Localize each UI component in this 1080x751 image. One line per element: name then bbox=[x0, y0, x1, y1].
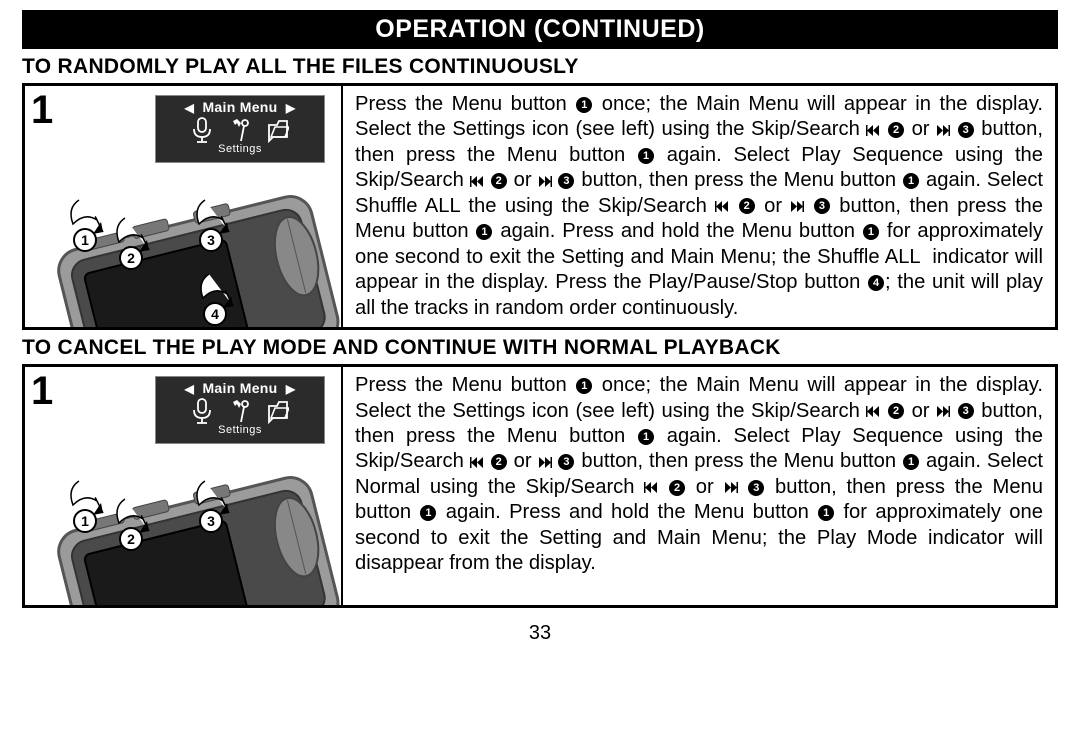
ref-1-icon: 1 bbox=[576, 97, 592, 113]
forward-icon bbox=[936, 405, 950, 418]
ref-2-icon: 2 bbox=[669, 480, 685, 496]
ref-3-icon: 3 bbox=[558, 454, 574, 470]
figure-column: 1 ◀ Main Menu ▶ Settings bbox=[25, 86, 343, 327]
tools-icon bbox=[229, 117, 251, 143]
ref-1-icon: 1 bbox=[638, 429, 654, 445]
ref-2-icon: 2 bbox=[491, 454, 507, 470]
rewind-icon bbox=[470, 175, 484, 188]
ref-1-icon: 1 bbox=[420, 505, 436, 521]
svg-text:1: 1 bbox=[81, 232, 89, 248]
ref-2-icon: 2 bbox=[739, 198, 755, 214]
header-bar: OPERATION (CONTINUED) bbox=[22, 10, 1058, 49]
ref-3-icon: 3 bbox=[958, 122, 974, 138]
ref-3-icon: 3 bbox=[958, 403, 974, 419]
forward-icon bbox=[790, 200, 804, 213]
forward-icon bbox=[538, 175, 552, 188]
ref-1-icon: 1 bbox=[863, 224, 879, 240]
svg-text:3: 3 bbox=[207, 232, 215, 248]
rewind-icon bbox=[715, 200, 729, 213]
ref-1-icon: 1 bbox=[476, 224, 492, 240]
ref-2-icon: 2 bbox=[491, 173, 507, 189]
ref-2-icon: 2 bbox=[888, 403, 904, 419]
figure-column: 1 ◀ Main Menu ▶ Settings bbox=[25, 367, 343, 605]
step-number: 1 bbox=[31, 371, 53, 411]
instruction-text: Press the Menu button 1 once; the Main M… bbox=[343, 367, 1055, 605]
section-heading: TO RANDOMLY PLAY ALL THE FILES CONTINUOU… bbox=[22, 49, 1058, 83]
mic-icon bbox=[191, 398, 213, 424]
ref-3-icon: 3 bbox=[558, 173, 574, 189]
instruction-text: Press the Menu button 1 once; the Main M… bbox=[343, 86, 1055, 327]
display-title: ◀ Main Menu ▶ bbox=[156, 99, 324, 115]
instruction-box: 1 ◀ Main Menu ▶ Settings bbox=[22, 364, 1058, 608]
page-number: 33 bbox=[22, 622, 1058, 645]
display-title: ◀ Main Menu ▶ bbox=[156, 380, 324, 396]
display-icons bbox=[156, 398, 324, 424]
mic-icon bbox=[191, 117, 213, 143]
ref-1-icon: 1 bbox=[818, 505, 834, 521]
ref-4-icon: 4 bbox=[868, 275, 884, 291]
rewind-icon bbox=[866, 405, 880, 418]
ref-1-icon: 1 bbox=[638, 148, 654, 164]
svg-text:1: 1 bbox=[81, 513, 89, 529]
folder-icon bbox=[267, 117, 289, 143]
forward-icon bbox=[538, 456, 552, 469]
ref-1-icon: 1 bbox=[576, 378, 592, 394]
display-icons bbox=[156, 117, 324, 143]
display-subtitle: Settings bbox=[156, 143, 324, 155]
section-heading: TO CANCEL THE PLAY MODE AND CONTINUE WIT… bbox=[22, 330, 1058, 364]
device-display: ◀ Main Menu ▶ Settings bbox=[155, 95, 325, 163]
ref-2-icon: 2 bbox=[888, 122, 904, 138]
ref-1-icon: 1 bbox=[903, 173, 919, 189]
device-illustration: 1 2 3 bbox=[25, 451, 343, 605]
ref-1-icon: 1 bbox=[903, 454, 919, 470]
svg-text:2: 2 bbox=[127, 250, 135, 266]
svg-text:4: 4 bbox=[211, 306, 219, 322]
ref-3-icon: 3 bbox=[748, 480, 764, 496]
device-illustration: 1 2 3 4 bbox=[25, 170, 343, 327]
step-number: 1 bbox=[31, 90, 53, 130]
folder-icon bbox=[267, 398, 289, 424]
ref-3-icon: 3 bbox=[814, 198, 830, 214]
tools-icon bbox=[229, 398, 251, 424]
svg-text:3: 3 bbox=[207, 513, 215, 529]
device-display: ◀ Main Menu ▶ Settings bbox=[155, 376, 325, 444]
forward-icon bbox=[724, 481, 738, 494]
instruction-box: 1 ◀ Main Menu ▶ Settings bbox=[22, 83, 1058, 330]
rewind-icon bbox=[470, 456, 484, 469]
rewind-icon bbox=[866, 124, 880, 137]
rewind-icon bbox=[644, 481, 658, 494]
forward-icon bbox=[936, 124, 950, 137]
display-subtitle: Settings bbox=[156, 424, 324, 436]
svg-text:2: 2 bbox=[127, 531, 135, 547]
